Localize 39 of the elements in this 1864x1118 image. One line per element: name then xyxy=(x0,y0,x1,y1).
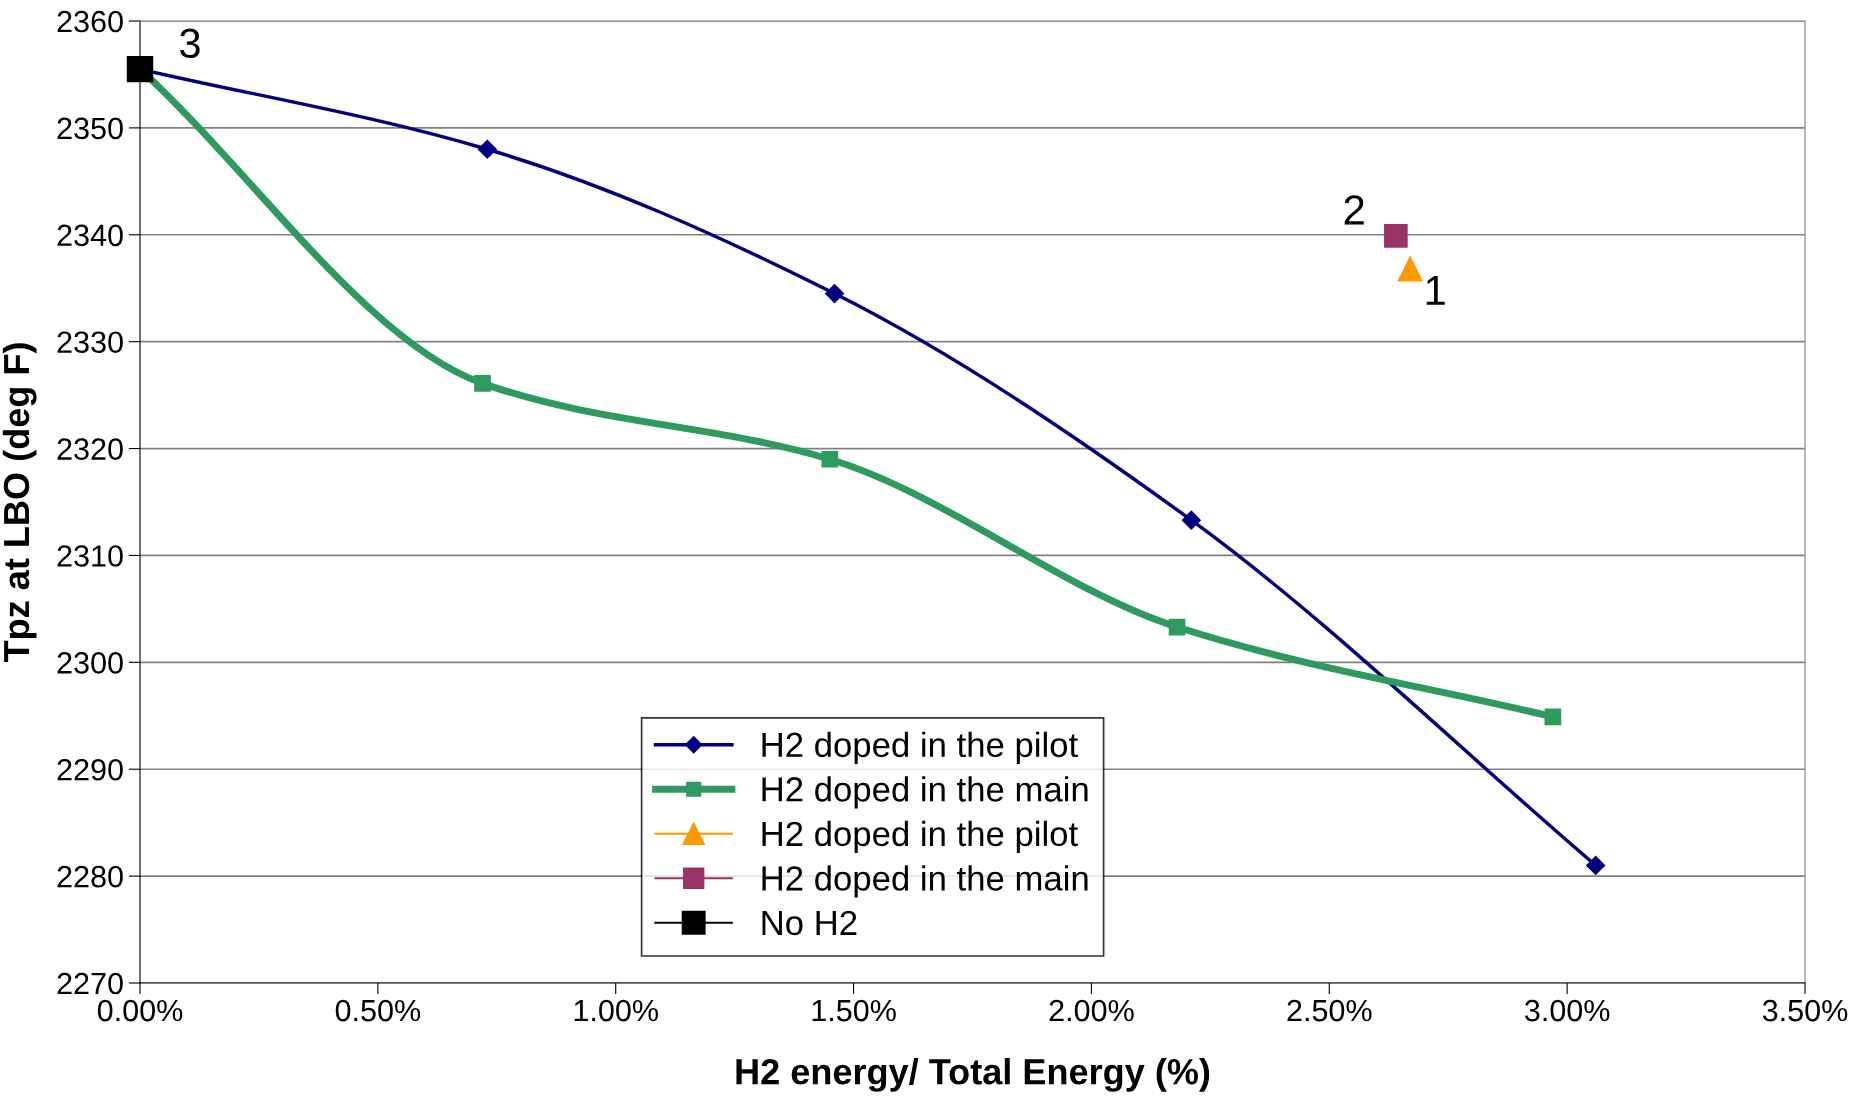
point xyxy=(1384,224,1408,248)
x-tick-label: 1.50% xyxy=(812,999,896,1022)
x-tick-label: 0.00% xyxy=(97,999,183,1022)
x-tick-label: 3.00% xyxy=(1524,999,1610,1022)
point xyxy=(1168,618,1186,636)
point xyxy=(1544,708,1562,726)
annotation: 2 xyxy=(1344,195,1364,225)
legend-label: H2 doped in the main xyxy=(762,776,1088,809)
y-axis-title: Tpz at LBO (deg F) xyxy=(2,343,37,663)
y-tick-label: 2350 xyxy=(57,117,123,140)
legend-label: No H2 xyxy=(762,910,857,936)
point xyxy=(126,55,154,83)
x-tick-label: 1.00% xyxy=(574,999,658,1022)
legend-label: H2 doped in the pilot xyxy=(762,731,1078,765)
point xyxy=(1586,855,1606,875)
point xyxy=(821,450,839,468)
y-tick-label: 2270 xyxy=(57,972,123,995)
point xyxy=(825,284,845,304)
y-tick-label: 2290 xyxy=(57,758,123,781)
point xyxy=(474,375,491,392)
legend-label: H2 doped in the main xyxy=(762,865,1088,898)
legend-label: H2 doped in the pilot xyxy=(762,820,1078,854)
x-axis-title: H2 energy/ Total Energy (%) xyxy=(736,1058,1210,1092)
point xyxy=(1181,510,1201,530)
point xyxy=(477,139,497,159)
annotation: 3 xyxy=(180,28,200,59)
y-tick-label: 2310 xyxy=(57,545,123,567)
point xyxy=(1397,256,1423,282)
x-tick-label: 0.50% xyxy=(335,999,421,1022)
y-tick-label: 2300 xyxy=(57,652,123,674)
annotation: 1 xyxy=(1426,276,1445,305)
y-tick-label: 2330 xyxy=(57,331,123,354)
y-tick-label: 2360 xyxy=(57,10,123,33)
x-tick-label: 2.50% xyxy=(1287,999,1372,1022)
x-tick-label: 2.00% xyxy=(1049,999,1134,1022)
y-tick-label: 2320 xyxy=(57,438,123,460)
y-tick-label: 2280 xyxy=(57,865,123,888)
x-tick-label: 3.50% xyxy=(1762,999,1848,1022)
y-tick-label: 2340 xyxy=(57,224,123,247)
